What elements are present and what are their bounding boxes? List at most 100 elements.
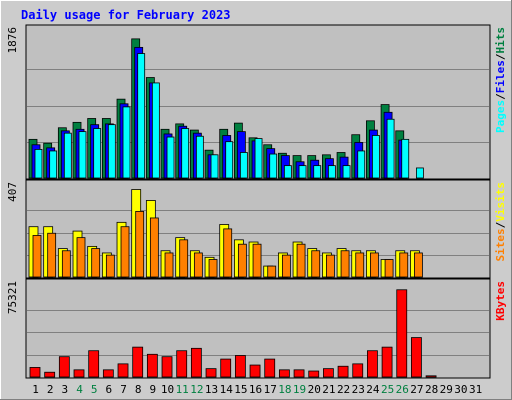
bar-kbytes-day-3: [58, 356, 70, 378]
panel-max-label: 75321: [6, 281, 19, 314]
bar-sites-day-21: [325, 254, 335, 278]
bar-kbytes-day-23: [352, 363, 364, 378]
legend-entry: KBytes: [494, 281, 507, 321]
bar-kbytes-day-9: [146, 353, 158, 378]
bar-sites-day-14: [223, 228, 233, 278]
bar-pages-day-22: [342, 165, 351, 179]
bar-pages-day-5: [93, 128, 102, 179]
x-tick-label: 20: [308, 383, 321, 396]
bar-sites-day-4: [76, 237, 86, 278]
bar-pages-day-14: [225, 141, 234, 179]
x-tick-label: 3: [62, 383, 69, 396]
x-tick-label: 23: [352, 383, 365, 396]
bar-kbytes-day-5: [88, 350, 100, 378]
bar-kbytes-day-14: [220, 358, 232, 378]
x-tick-label: 26: [396, 383, 409, 396]
legend-entry: Pages: [494, 100, 507, 133]
bar-pages-day-20: [313, 165, 322, 179]
bar-pages-day-21: [327, 165, 336, 179]
bar-pages-day-2: [49, 150, 58, 179]
bar-kbytes-day-20: [308, 370, 320, 378]
x-tick-label: 11: [176, 383, 189, 396]
bar-pages-day-3: [63, 132, 72, 179]
bar-kbytes-day-24: [367, 350, 378, 378]
bar-sites-day-25: [384, 259, 394, 278]
bar-sites-day-12: [193, 252, 203, 278]
bar-sites-day-13: [208, 259, 218, 278]
panel-legend: Sites/Visits: [494, 182, 507, 262]
panel-max-label: 407: [6, 182, 19, 202]
x-tick-label: 22: [337, 383, 350, 396]
x-tick-label: 1: [32, 383, 39, 396]
bar-pages-day-7: [122, 106, 131, 179]
panel-legend: KBytes: [494, 281, 507, 321]
bar-pages-day-4: [78, 131, 87, 179]
bar-sites-day-1: [32, 235, 42, 278]
bar-pages-day-26: [401, 138, 410, 179]
panel-3: 75321 KBytes: [6, 278, 507, 379]
bar-kbytes-day-22: [337, 365, 349, 378]
bar-pages-day-23: [357, 150, 366, 179]
bar-sites-day-16: [252, 243, 262, 278]
legend-entry: Visits: [494, 182, 507, 222]
bar-kbytes-day-10: [161, 356, 173, 378]
x-tick-label: 6: [106, 383, 113, 396]
bar-sites-day-11: [179, 239, 189, 278]
x-tick-label: 16: [249, 383, 262, 396]
bar-sites-day-24: [370, 252, 379, 278]
panel-2: 407 Sites/Visits: [6, 179, 507, 279]
bar-kbytes-day-26: [396, 289, 408, 378]
legend-entry: /: [494, 221, 507, 228]
x-tick-label: 7: [120, 383, 127, 396]
legend-entry: Hits: [494, 27, 507, 54]
bar-sites-day-7: [120, 226, 130, 278]
bar-kbytes-day-19: [293, 369, 305, 378]
x-tick-label: 14: [220, 383, 234, 396]
bar-sites-day-15: [237, 243, 247, 278]
bar-kbytes-day-25: [381, 346, 393, 378]
x-tick-label: 25: [381, 383, 394, 396]
x-tick-label: 28: [425, 383, 438, 396]
bar-sites-day-10: [164, 252, 174, 278]
bar-kbytes-day-16: [249, 364, 261, 378]
panel-legend: Pages/Files/Hits: [494, 27, 507, 133]
bar-kbytes-day-8: [132, 346, 144, 378]
panel-max-label: 1876: [6, 27, 19, 54]
x-tick-label: 13: [205, 383, 218, 396]
bar-kbytes-day-17: [264, 358, 276, 378]
bar-sites-day-27: [414, 252, 423, 278]
x-tick-label: 30: [454, 383, 467, 396]
bar-kbytes-day-11: [176, 350, 188, 378]
bar-kbytes-day-13: [205, 368, 217, 378]
bar-kbytes-day-21: [322, 368, 334, 378]
bar-kbytes-day-6: [102, 369, 114, 378]
bar-pages-day-15: [239, 152, 248, 179]
bar-pages-day-9: [151, 82, 160, 179]
bar-kbytes-day-15: [234, 355, 246, 378]
x-tick-label: 9: [150, 383, 157, 396]
bar-sites-day-6: [105, 254, 115, 278]
bar-pages-day-6: [107, 124, 116, 179]
x-tick-label: 18: [278, 383, 291, 396]
bar-pages-day-24: [372, 135, 380, 179]
bar-sites-day-17: [267, 265, 277, 278]
bar-pages-day-11: [181, 128, 190, 179]
bar-pages-day-13: [210, 154, 219, 179]
x-tick-label: 24: [366, 383, 380, 396]
x-tick-label: 31: [469, 383, 482, 396]
x-tick-label: 29: [440, 383, 453, 396]
bar-sites-day-23: [355, 252, 365, 278]
bar-kbytes-day-12: [190, 347, 202, 378]
bar-sites-day-20: [311, 250, 321, 278]
bar-kbytes-day-27: [411, 337, 422, 378]
bar-pages-day-16: [254, 138, 263, 179]
bar-pages-day-8: [137, 53, 146, 179]
bar-sites-day-5: [91, 248, 101, 278]
bar-sites-day-2: [47, 232, 57, 278]
x-tick-label: 4: [76, 383, 83, 396]
chart-title: Daily usage for February 2023: [21, 8, 231, 22]
legend-entry: /: [494, 93, 507, 100]
bar-pages-day-10: [166, 136, 175, 179]
